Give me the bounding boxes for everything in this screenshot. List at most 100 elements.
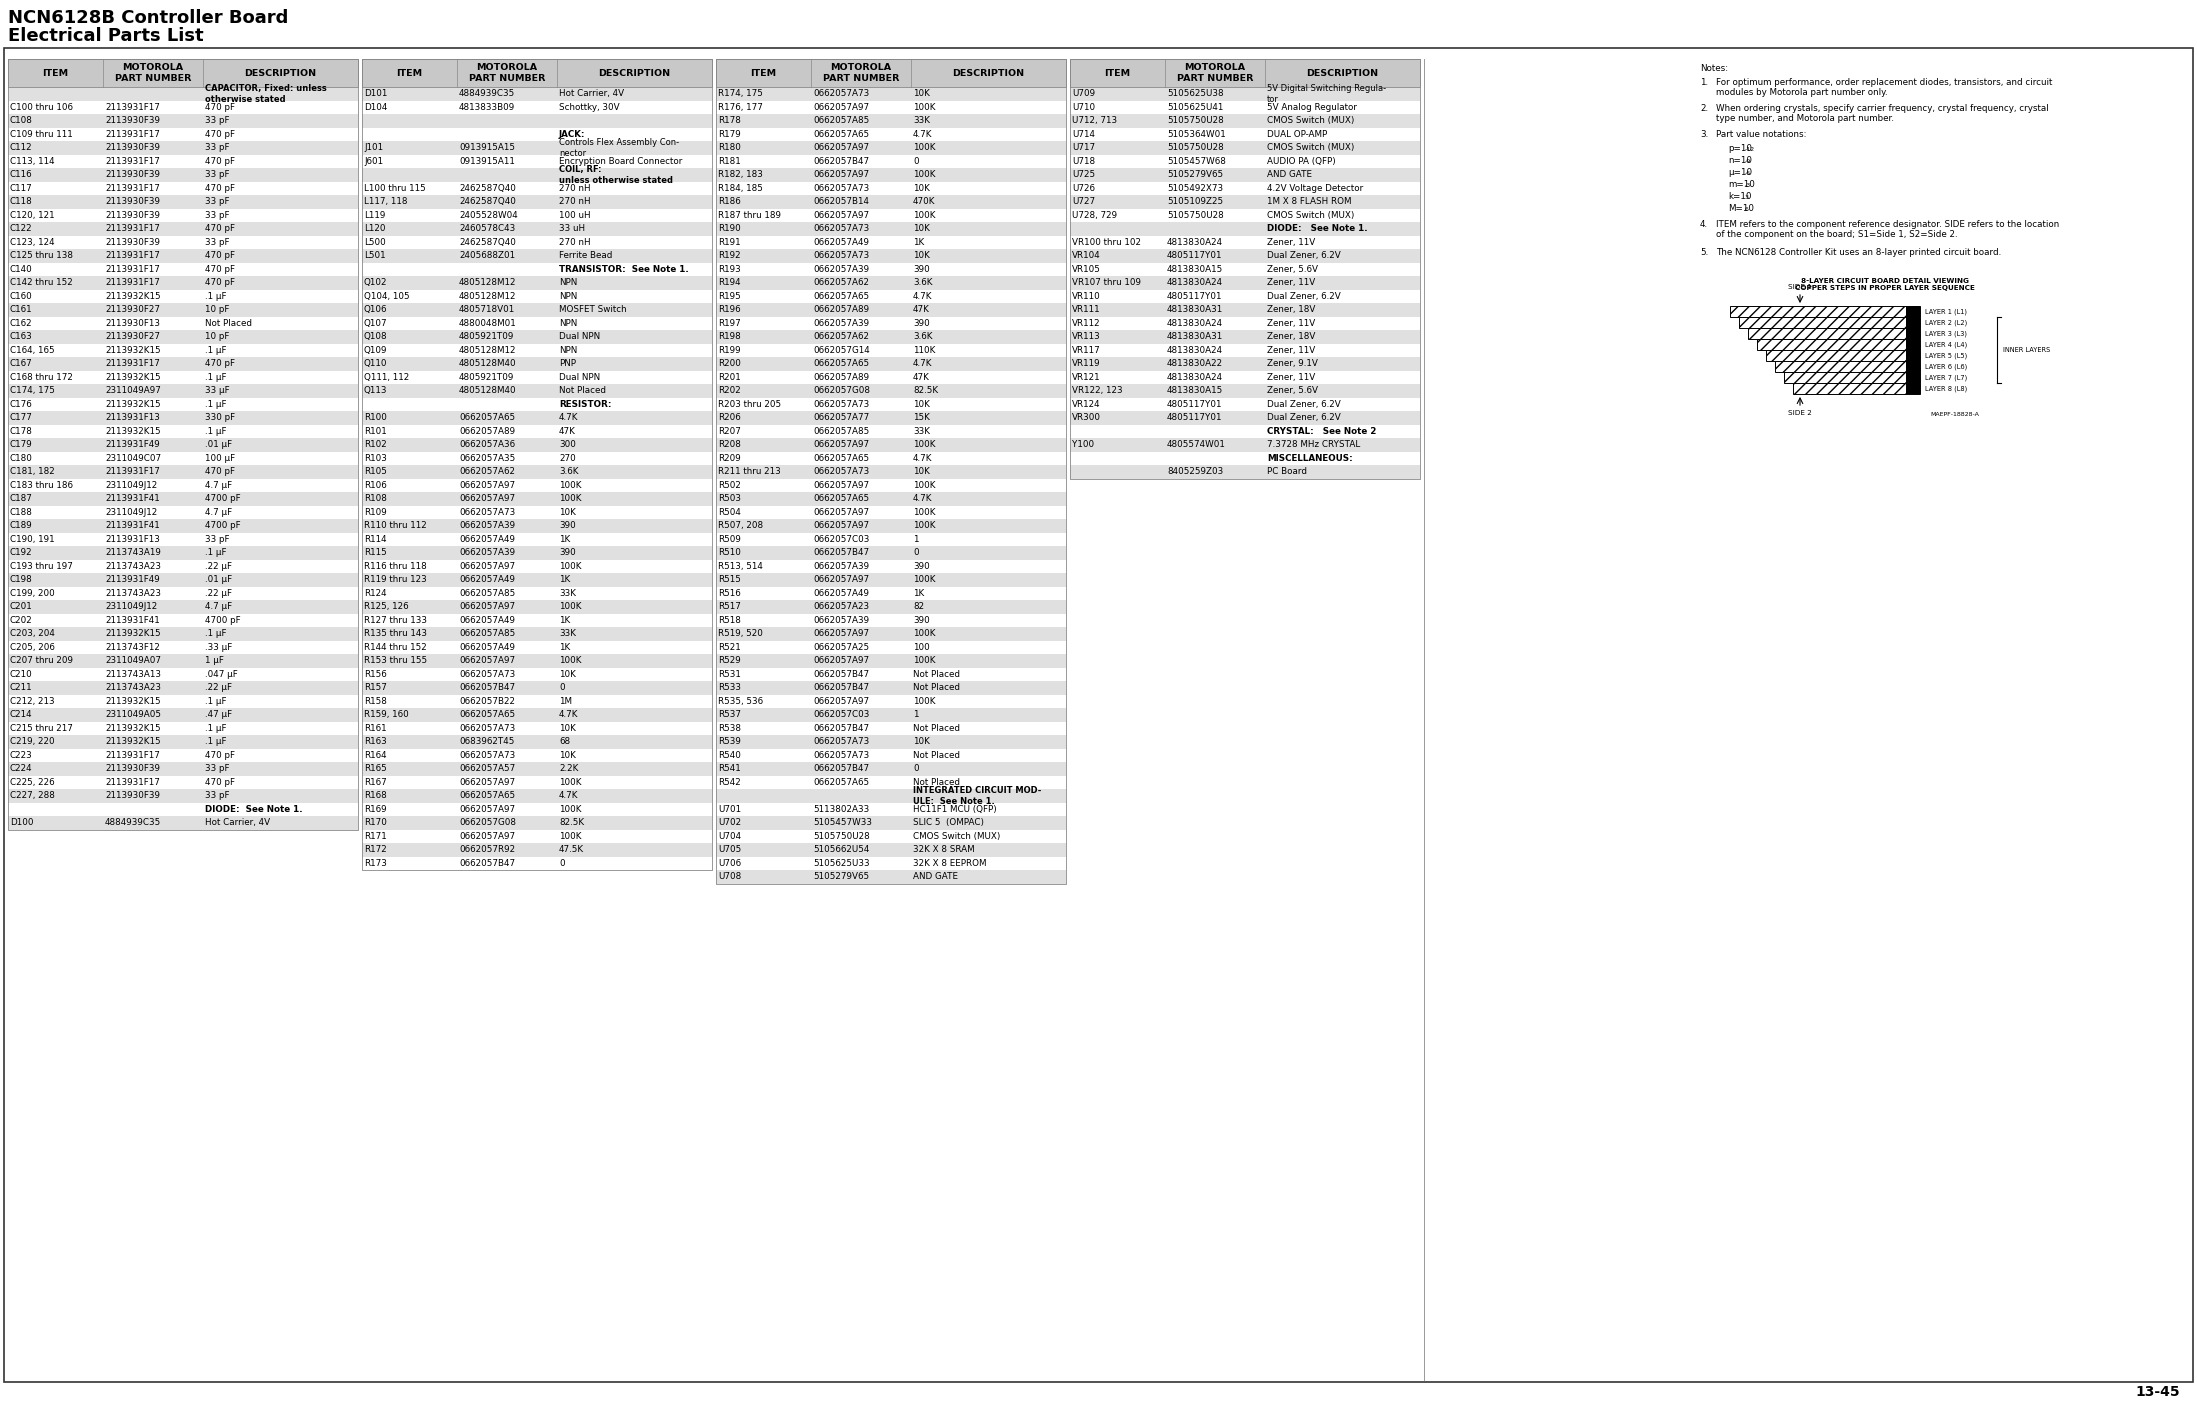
Text: Zener, 9.1V: Zener, 9.1V [1268, 359, 1318, 369]
Text: Q113: Q113 [365, 386, 387, 396]
Text: 32K X 8 EEPROM: 32K X 8 EEPROM [914, 859, 986, 867]
Text: 0662057A97: 0662057A97 [813, 508, 870, 517]
Bar [9, 208, 358, 222]
Text: 0662057A73: 0662057A73 [813, 738, 870, 746]
Text: R206: R206 [718, 413, 740, 423]
Bar [1070, 370, 1419, 384]
Text: R100: R100 [365, 413, 387, 423]
Text: 390: 390 [558, 521, 576, 530]
Bar [716, 58, 1066, 87]
Text: 0662057A97: 0662057A97 [459, 656, 514, 665]
Text: 4880048M01: 4880048M01 [459, 319, 516, 328]
Bar [9, 722, 358, 735]
Text: m=10: m=10 [1729, 179, 1755, 189]
Bar [363, 518, 712, 533]
Text: C210: C210 [11, 669, 33, 679]
Bar [1070, 58, 1419, 87]
Text: 0662057A77: 0662057A77 [813, 413, 870, 423]
Text: R144 thru 152: R144 thru 152 [365, 642, 426, 652]
Text: R135 thru 143: R135 thru 143 [365, 629, 426, 638]
Text: C190, 191: C190, 191 [11, 535, 55, 544]
Text: 2462587Q40: 2462587Q40 [459, 184, 516, 192]
Text: 3.6K: 3.6K [914, 332, 932, 342]
Text: 4.: 4. [1700, 219, 1707, 229]
Bar [1070, 235, 1419, 249]
Bar [716, 843, 1066, 856]
Text: R114: R114 [365, 535, 387, 544]
Text: .33 µF: .33 µF [204, 642, 233, 652]
Text: 470 pF: 470 pF [204, 184, 235, 192]
Bar [363, 856, 712, 870]
Bar [716, 600, 1066, 614]
Text: 100K: 100K [558, 805, 582, 813]
Text: PC Board: PC Board [1268, 467, 1307, 476]
Bar [363, 276, 712, 289]
Text: 0662057A49: 0662057A49 [813, 588, 870, 598]
Bar [363, 627, 712, 641]
Text: R531: R531 [718, 669, 740, 679]
Bar [1070, 101, 1419, 114]
Bar [363, 235, 712, 249]
Text: 2113931F17: 2113931F17 [105, 778, 160, 786]
Text: U718: U718 [1072, 157, 1094, 165]
Text: Q104, 105: Q104, 105 [365, 292, 409, 300]
Text: 2113743A23: 2113743A23 [105, 561, 160, 571]
Text: 0662057A39: 0662057A39 [459, 548, 514, 557]
Text: 0662057A85: 0662057A85 [459, 588, 516, 598]
Text: 0662057A97: 0662057A97 [813, 440, 870, 449]
Text: Dual Zener, 6.2V: Dual Zener, 6.2V [1268, 251, 1340, 261]
Text: 390: 390 [914, 561, 929, 571]
Text: 2113930F39: 2113930F39 [105, 765, 160, 773]
Text: 5105750U28: 5105750U28 [1167, 211, 1224, 219]
Text: 2460578C43: 2460578C43 [459, 224, 516, 234]
Text: 0662057A39: 0662057A39 [813, 615, 870, 625]
Text: SIDE 2: SIDE 2 [1788, 410, 1813, 416]
Bar [9, 600, 358, 614]
Text: Q102: Q102 [365, 278, 387, 288]
Text: 5105457W68: 5105457W68 [1167, 157, 1226, 165]
Text: DESCRIPTION: DESCRIPTION [953, 68, 1024, 77]
Text: 0662057A97: 0662057A97 [813, 144, 870, 152]
Text: 0662057A89: 0662057A89 [813, 373, 870, 382]
Bar [1070, 222, 1419, 235]
Text: 4813830A24: 4813830A24 [1167, 278, 1224, 288]
Text: VR104: VR104 [1072, 251, 1101, 261]
Bar [1784, 372, 1920, 383]
Text: U705: U705 [718, 846, 740, 854]
Text: DIODE:   See Note 1.: DIODE: See Note 1. [1268, 224, 1367, 234]
Text: R513, 514: R513, 514 [718, 561, 762, 571]
Text: 10K: 10K [914, 738, 929, 746]
Text: .1 µF: .1 µF [204, 696, 226, 706]
Text: U706: U706 [718, 859, 740, 867]
Bar [363, 614, 712, 627]
Text: U717: U717 [1072, 144, 1094, 152]
Text: 0662057A97: 0662057A97 [813, 656, 870, 665]
Text: C108: C108 [11, 117, 33, 125]
Bar [363, 600, 712, 614]
Text: 0662057A97: 0662057A97 [813, 575, 870, 584]
Text: 100K: 100K [914, 575, 936, 584]
Text: 100K: 100K [914, 629, 936, 638]
Text: C125 thru 138: C125 thru 138 [11, 251, 73, 261]
Text: R539: R539 [718, 738, 740, 746]
Text: 470 pF: 470 pF [204, 130, 235, 138]
Text: 1K: 1K [558, 575, 571, 584]
Text: SLIC 5  (OMPAC): SLIC 5 (OMPAC) [914, 819, 984, 827]
Bar [363, 735, 712, 749]
Text: 2113931F17: 2113931F17 [105, 224, 160, 234]
Text: 33K: 33K [558, 588, 576, 598]
Bar [363, 843, 712, 856]
Bar [363, 181, 712, 195]
Bar [363, 370, 712, 384]
Text: MOTOROLA
PART NUMBER: MOTOROLA PART NUMBER [468, 63, 545, 83]
Bar [716, 154, 1066, 168]
Text: R115: R115 [365, 548, 387, 557]
Text: R209: R209 [718, 454, 740, 463]
Text: 4813830A24: 4813830A24 [1167, 319, 1224, 328]
Bar [363, 776, 712, 789]
Bar [716, 101, 1066, 114]
Text: 0662057A97: 0662057A97 [813, 211, 870, 219]
Bar [716, 654, 1066, 668]
Text: R208: R208 [718, 440, 740, 449]
Text: 2462587Q40: 2462587Q40 [459, 238, 516, 246]
